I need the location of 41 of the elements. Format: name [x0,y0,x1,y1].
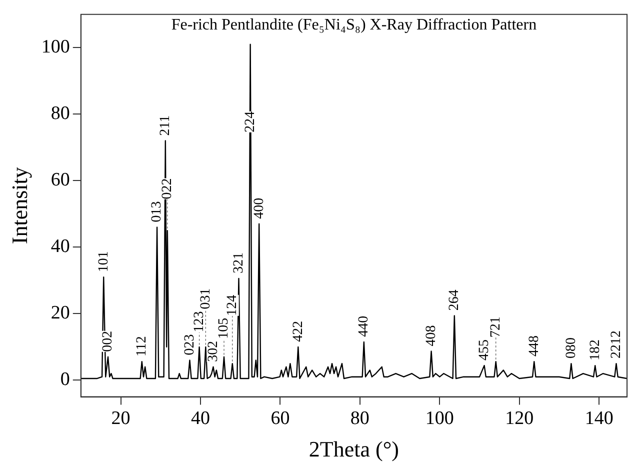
annotation: 321 [231,252,246,274]
annotation: 002 [100,330,116,352]
x-tick-label: 120 [505,408,534,430]
y-tick-label: 20 [50,302,70,324]
x-tick-label: 80 [350,408,370,430]
annotation: 440 [356,316,372,337]
annotation: 408 [424,325,439,346]
x-tick-label: 140 [584,408,614,430]
annotation: 448 [526,336,542,357]
annotation: 182 [588,340,603,361]
annotation: 721 [488,316,504,338]
annotation: 105 [216,318,232,339]
annotation: 211 [158,115,174,136]
x-tick-label: 100 [425,408,454,430]
annotation: 2212 [608,330,624,359]
annotation: 422 [290,320,306,342]
y-tick-label: 40 [50,236,70,258]
annotation: 224 [242,111,258,132]
x-axis-title: 2Theta (°) [308,436,399,462]
x-tick-label: 20 [111,408,130,430]
annotation: 022 [160,178,176,200]
chart-title: Fe-rich Pentlandite (Fe₅Ni₄S₈) X-Ray Diffraction Pattern [171,16,537,34]
y-tick-label: 100 [41,36,70,58]
x-tick-label: 60 [270,408,290,430]
y-tick-label: 60 [50,170,70,191]
x-tick-label: 40 [190,408,210,430]
y-tick-label: 80 [50,103,70,124]
annotation: 031 [198,288,214,310]
y-tick-label: 0 [60,369,70,390]
annotation: 101 [96,251,112,272]
annotation: 400 [252,198,267,219]
annotation: 112 [134,336,150,357]
annotation: 302 [206,340,221,362]
y-axis-title: Intensity [6,167,32,244]
annotation: 124 [225,294,240,316]
annotation: 013 [150,201,165,222]
annotation: 023 [182,334,198,356]
annotation: 264 [447,290,462,311]
annotation: 080 [564,338,579,359]
annotation: 455 [476,340,492,361]
annotation: 123 [192,311,207,332]
